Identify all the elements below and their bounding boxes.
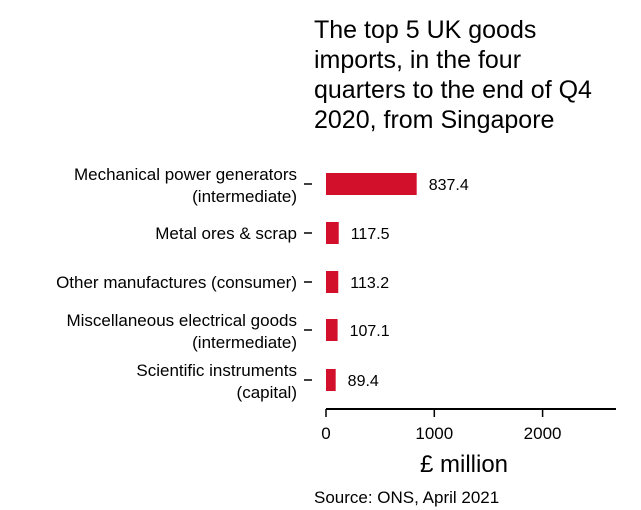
x-tick-label: 1000	[415, 424, 453, 443]
x-axis-ticks: 0 1000 2000	[321, 409, 562, 443]
bars	[326, 173, 417, 391]
x-tick-label: 2000	[524, 424, 562, 443]
category-label: Scientific instruments	[136, 361, 297, 380]
bar	[326, 222, 339, 244]
value-label: 837.4	[429, 177, 469, 194]
chart-title-line: quarters to the end of Q4	[314, 76, 592, 104]
category-label: Miscellaneous electrical goods	[66, 311, 297, 330]
category-label: (intermediate)	[192, 333, 297, 352]
value-labels: 837.4 117.5 113.2 107.1 89.4	[348, 177, 469, 390]
category-labels: Mechanical power generators (intermediate…	[56, 165, 297, 402]
bar	[326, 369, 336, 391]
category-label: Mechanical power generators	[74, 165, 297, 184]
bar	[326, 173, 417, 195]
bar	[326, 271, 339, 293]
x-axis-label: £ million	[420, 451, 508, 478]
category-label: Metal ores & scrap	[155, 224, 297, 243]
x-tick-label: 0	[321, 424, 330, 443]
value-label: 89.4	[348, 373, 379, 390]
category-ticks	[304, 183, 312, 381]
chart-title-line: 2020, from Singapore	[314, 106, 554, 134]
category-label: Other manufactures (consumer)	[56, 273, 297, 292]
value-label: 113.2	[350, 275, 389, 292]
chart-title-line: imports, in the four	[314, 46, 521, 74]
source-note: Source: ONS, April 2021	[314, 488, 499, 507]
bar	[326, 319, 338, 341]
category-label: (capital)	[237, 383, 297, 402]
value-label: 117.5	[351, 226, 390, 243]
category-label: (intermediate)	[192, 187, 297, 206]
value-label: 107.1	[350, 323, 390, 340]
chart-title-line: The top 5 UK goods	[314, 16, 536, 44]
